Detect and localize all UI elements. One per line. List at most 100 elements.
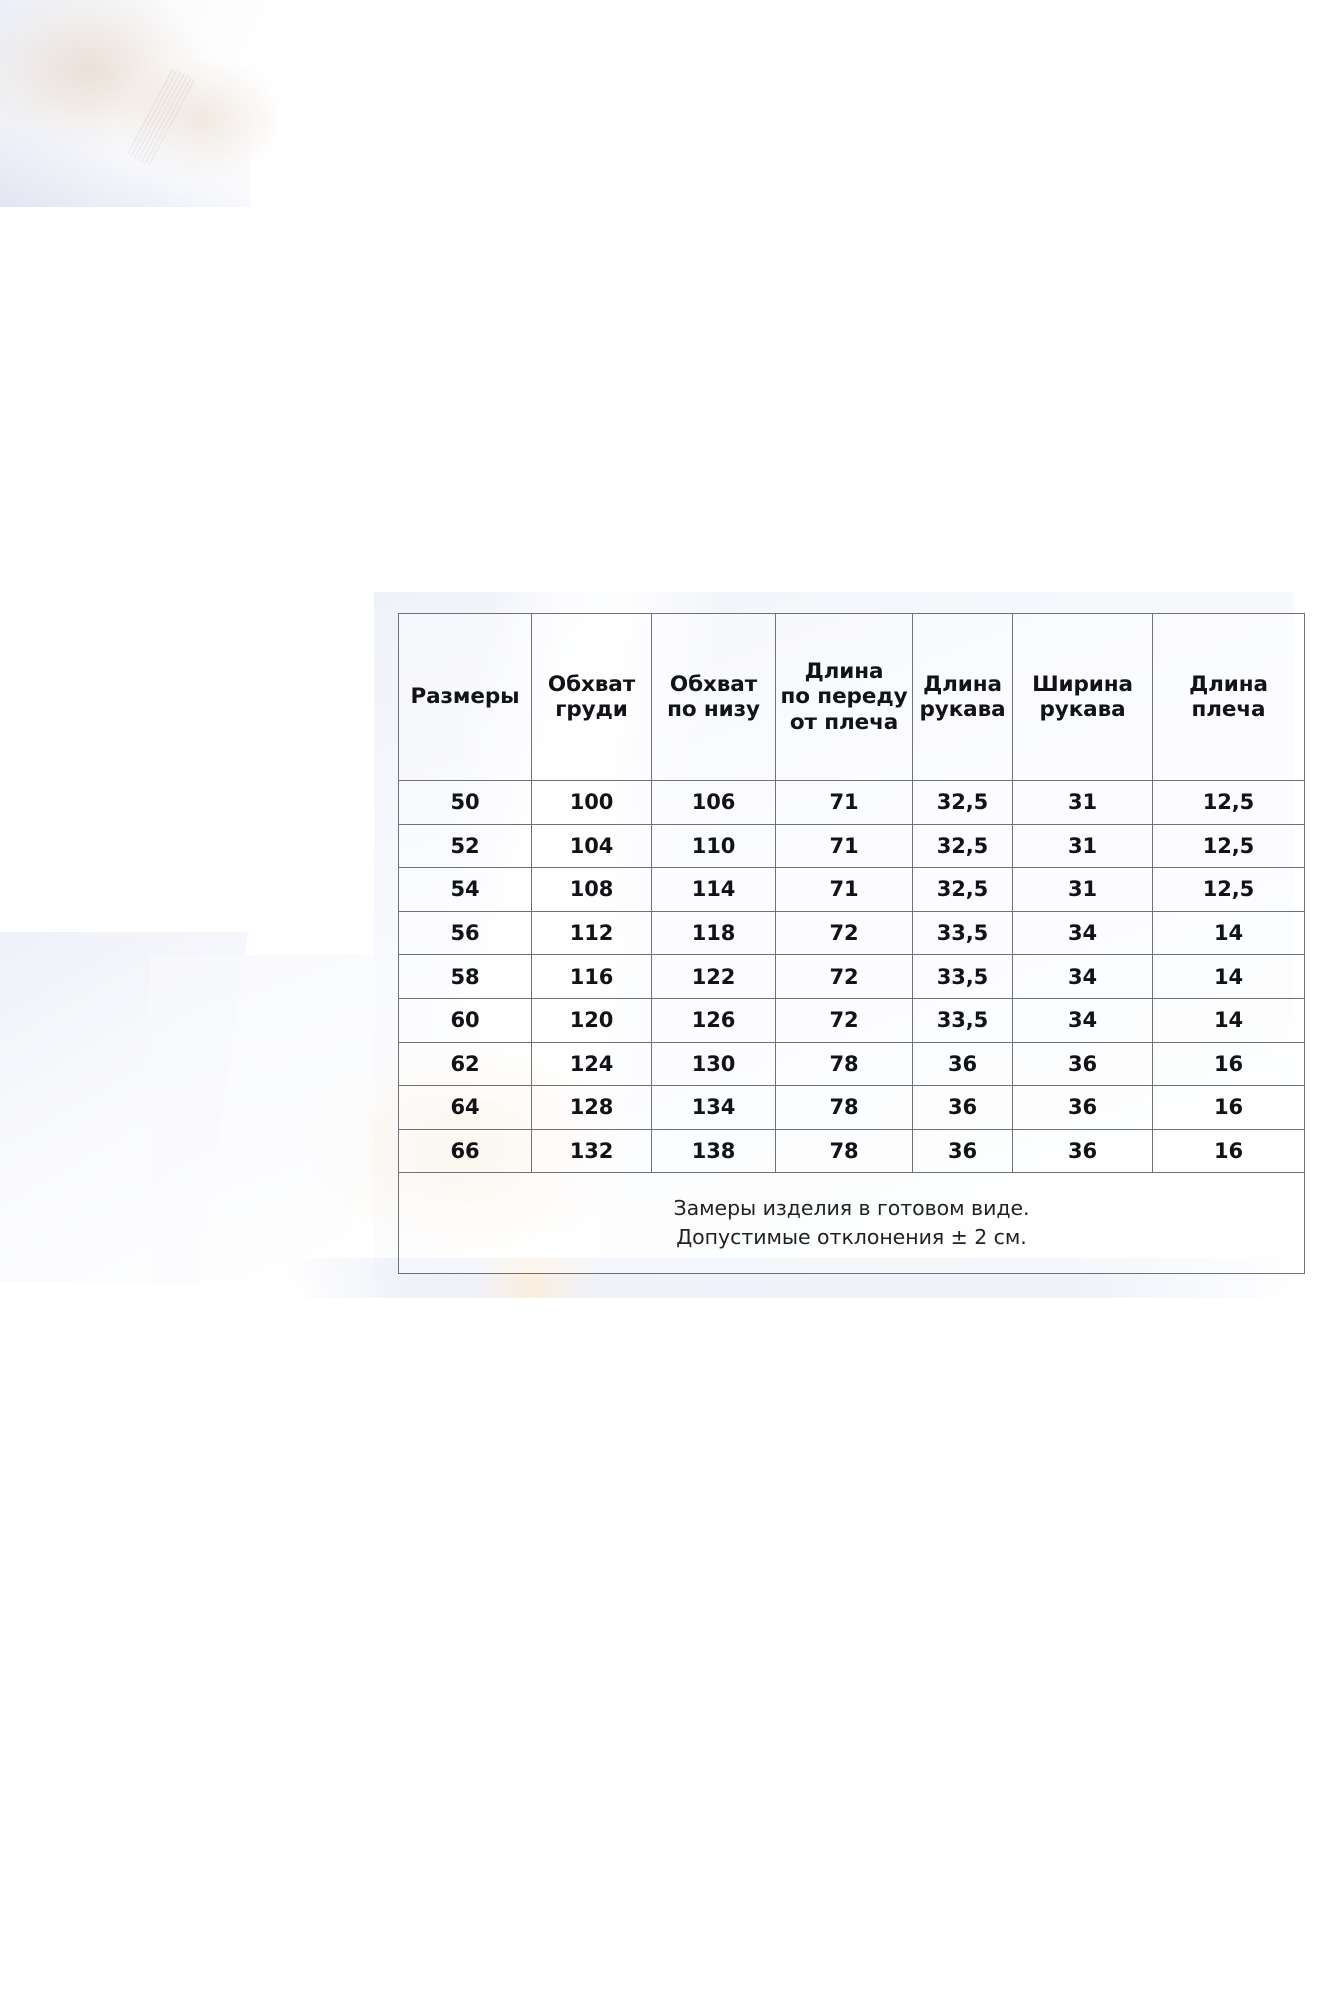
- cell-bottom-girth: 106: [651, 780, 776, 825]
- header-line: груди: [555, 697, 628, 722]
- cell-bottom-girth: 126: [651, 997, 776, 1043]
- cell-shoulder-length: 16: [1152, 1041, 1305, 1087]
- table-row: 58 116 122 72 33,5 34 14: [398, 954, 1305, 999]
- faded-panel-mid-left: [0, 932, 248, 1282]
- cell-sleeve-width: 36: [1012, 1041, 1153, 1087]
- size-chart-footer: Замеры изделия в готовом виде. Допустимы…: [398, 1172, 1305, 1275]
- cell-bottom-girth: 118: [651, 910, 776, 956]
- faded-panel-mid-left-secondary: [150, 955, 410, 1285]
- cell-bottom-girth: 134: [651, 1085, 776, 1130]
- column-header-sleeve-width: Ширина рукава: [1012, 613, 1153, 781]
- cell-front-length: 72: [775, 997, 913, 1043]
- cell-chest-girth: 132: [531, 1128, 652, 1174]
- cell-sleeve-length: 36: [912, 1128, 1013, 1174]
- cell-shoulder-length: 14: [1152, 997, 1305, 1043]
- cell-sleeve-width: 34: [1012, 997, 1153, 1043]
- table-row: 56 112 118 72 33,5 34 14: [398, 910, 1305, 956]
- table-row: 54 108 114 71 32,5 31 12,5: [398, 867, 1305, 912]
- cell-size: 66: [398, 1128, 532, 1174]
- header-line: по низу: [667, 697, 760, 722]
- cell-front-length: 71: [775, 780, 913, 825]
- column-header-front-length-from-shoulder: Длина по переду от плеча: [775, 613, 913, 781]
- cell-sleeve-width: 34: [1012, 910, 1153, 956]
- cell-shoulder-length: 14: [1152, 910, 1305, 956]
- header-line: плеча: [1191, 697, 1266, 722]
- cell-bottom-girth: 122: [651, 954, 776, 999]
- cell-sleeve-length: 32,5: [912, 823, 1013, 869]
- size-chart-header: Размеры Обхват груди Обхват по низу Длин…: [398, 613, 1305, 781]
- faded-photo-top-left: [0, 0, 410, 207]
- cell-chest-girth: 128: [531, 1085, 652, 1130]
- cell-chest-girth: 124: [531, 1041, 652, 1087]
- measurement-note: Замеры изделия в готовом виде. Допустимы…: [398, 1172, 1305, 1275]
- table-row: 64 128 134 78 36 36 16: [398, 1085, 1305, 1130]
- cell-chest-girth: 104: [531, 823, 652, 869]
- cell-sleeve-width: 31: [1012, 780, 1153, 825]
- header-line: Длина: [804, 658, 884, 684]
- cell-chest-girth: 100: [531, 780, 652, 825]
- note-line-tolerance: Допустимые отклонения ± 2 см.: [676, 1225, 1027, 1250]
- note-line-ready-garment: Замеры изделия в готовом виде.: [673, 1195, 1030, 1220]
- table-row: 60 120 126 72 33,5 34 14: [398, 997, 1305, 1043]
- cell-shoulder-length: 12,5: [1152, 867, 1305, 912]
- header-line: Размеры: [410, 684, 520, 710]
- cell-bottom-girth: 138: [651, 1128, 776, 1174]
- cell-size: 56: [398, 910, 532, 956]
- cell-front-length: 78: [775, 1041, 913, 1087]
- cell-sleeve-width: 36: [1012, 1128, 1153, 1174]
- header-line: по переду: [780, 684, 908, 710]
- size-chart-container: Размеры Обхват груди Обхват по низу Длин…: [398, 613, 1305, 1275]
- cell-front-length: 71: [775, 867, 913, 912]
- table-row: 62 124 130 78 36 36 16: [398, 1041, 1305, 1087]
- cell-front-length: 72: [775, 910, 913, 956]
- cell-bottom-girth: 130: [651, 1041, 776, 1087]
- cell-chest-girth: 108: [531, 867, 652, 912]
- cell-size: 54: [398, 867, 532, 912]
- header-line: рукава: [919, 697, 1006, 722]
- column-header-shoulder-length: Длина плеча: [1152, 613, 1305, 781]
- size-chart-body: 50 100 106 71 32,5 31 12,5 52 104 110 71…: [398, 780, 1305, 1174]
- cell-front-length: 78: [775, 1085, 913, 1130]
- cell-size: 64: [398, 1085, 532, 1130]
- cell-shoulder-length: 14: [1152, 954, 1305, 999]
- column-header-sleeve-length: Длина рукава: [912, 613, 1013, 781]
- sleeve-cuff-texture: [126, 67, 196, 167]
- cell-sleeve-length: 36: [912, 1041, 1013, 1087]
- header-line: Ширина: [1032, 671, 1133, 697]
- cell-sleeve-length: 36: [912, 1085, 1013, 1130]
- cell-sleeve-length: 32,5: [912, 867, 1013, 912]
- cell-shoulder-length: 12,5: [1152, 823, 1305, 869]
- cell-chest-girth: 120: [531, 997, 652, 1043]
- cell-sleeve-width: 36: [1012, 1085, 1153, 1130]
- cell-size: 62: [398, 1041, 532, 1087]
- cell-sleeve-width: 31: [1012, 823, 1153, 869]
- cell-size: 60: [398, 997, 532, 1043]
- cell-sleeve-length: 32,5: [912, 780, 1013, 825]
- column-header-chest-girth: Обхват груди: [531, 613, 652, 781]
- column-header-bottom-girth: Обхват по низу: [651, 613, 776, 781]
- cell-bottom-girth: 114: [651, 867, 776, 912]
- table-row: 66 132 138 78 36 36 16: [398, 1128, 1305, 1174]
- size-chart-table: Размеры Обхват груди Обхват по низу Длин…: [398, 613, 1305, 1275]
- cell-chest-girth: 116: [531, 954, 652, 999]
- table-row: 50 100 106 71 32,5 31 12,5: [398, 780, 1305, 825]
- cell-front-length: 71: [775, 823, 913, 869]
- cell-sleeve-width: 31: [1012, 867, 1153, 912]
- cell-front-length: 72: [775, 954, 913, 999]
- cell-shoulder-length: 16: [1152, 1085, 1305, 1130]
- table-row: 52 104 110 71 32,5 31 12,5: [398, 823, 1305, 869]
- column-header-sizes: Размеры: [398, 613, 532, 781]
- cell-size: 52: [398, 823, 532, 869]
- cell-chest-girth: 112: [531, 910, 652, 956]
- cell-bottom-girth: 110: [651, 823, 776, 869]
- footer-row: Замеры изделия в готовом виде. Допустимы…: [398, 1172, 1305, 1275]
- cell-sleeve-length: 33,5: [912, 954, 1013, 999]
- cell-size: 58: [398, 954, 532, 999]
- cell-front-length: 78: [775, 1128, 913, 1174]
- cell-shoulder-length: 12,5: [1152, 780, 1305, 825]
- cell-sleeve-width: 34: [1012, 954, 1153, 999]
- cell-shoulder-length: 16: [1152, 1128, 1305, 1174]
- cell-size: 50: [398, 780, 532, 825]
- cell-sleeve-length: 33,5: [912, 997, 1013, 1043]
- header-line: от плеча: [789, 709, 899, 735]
